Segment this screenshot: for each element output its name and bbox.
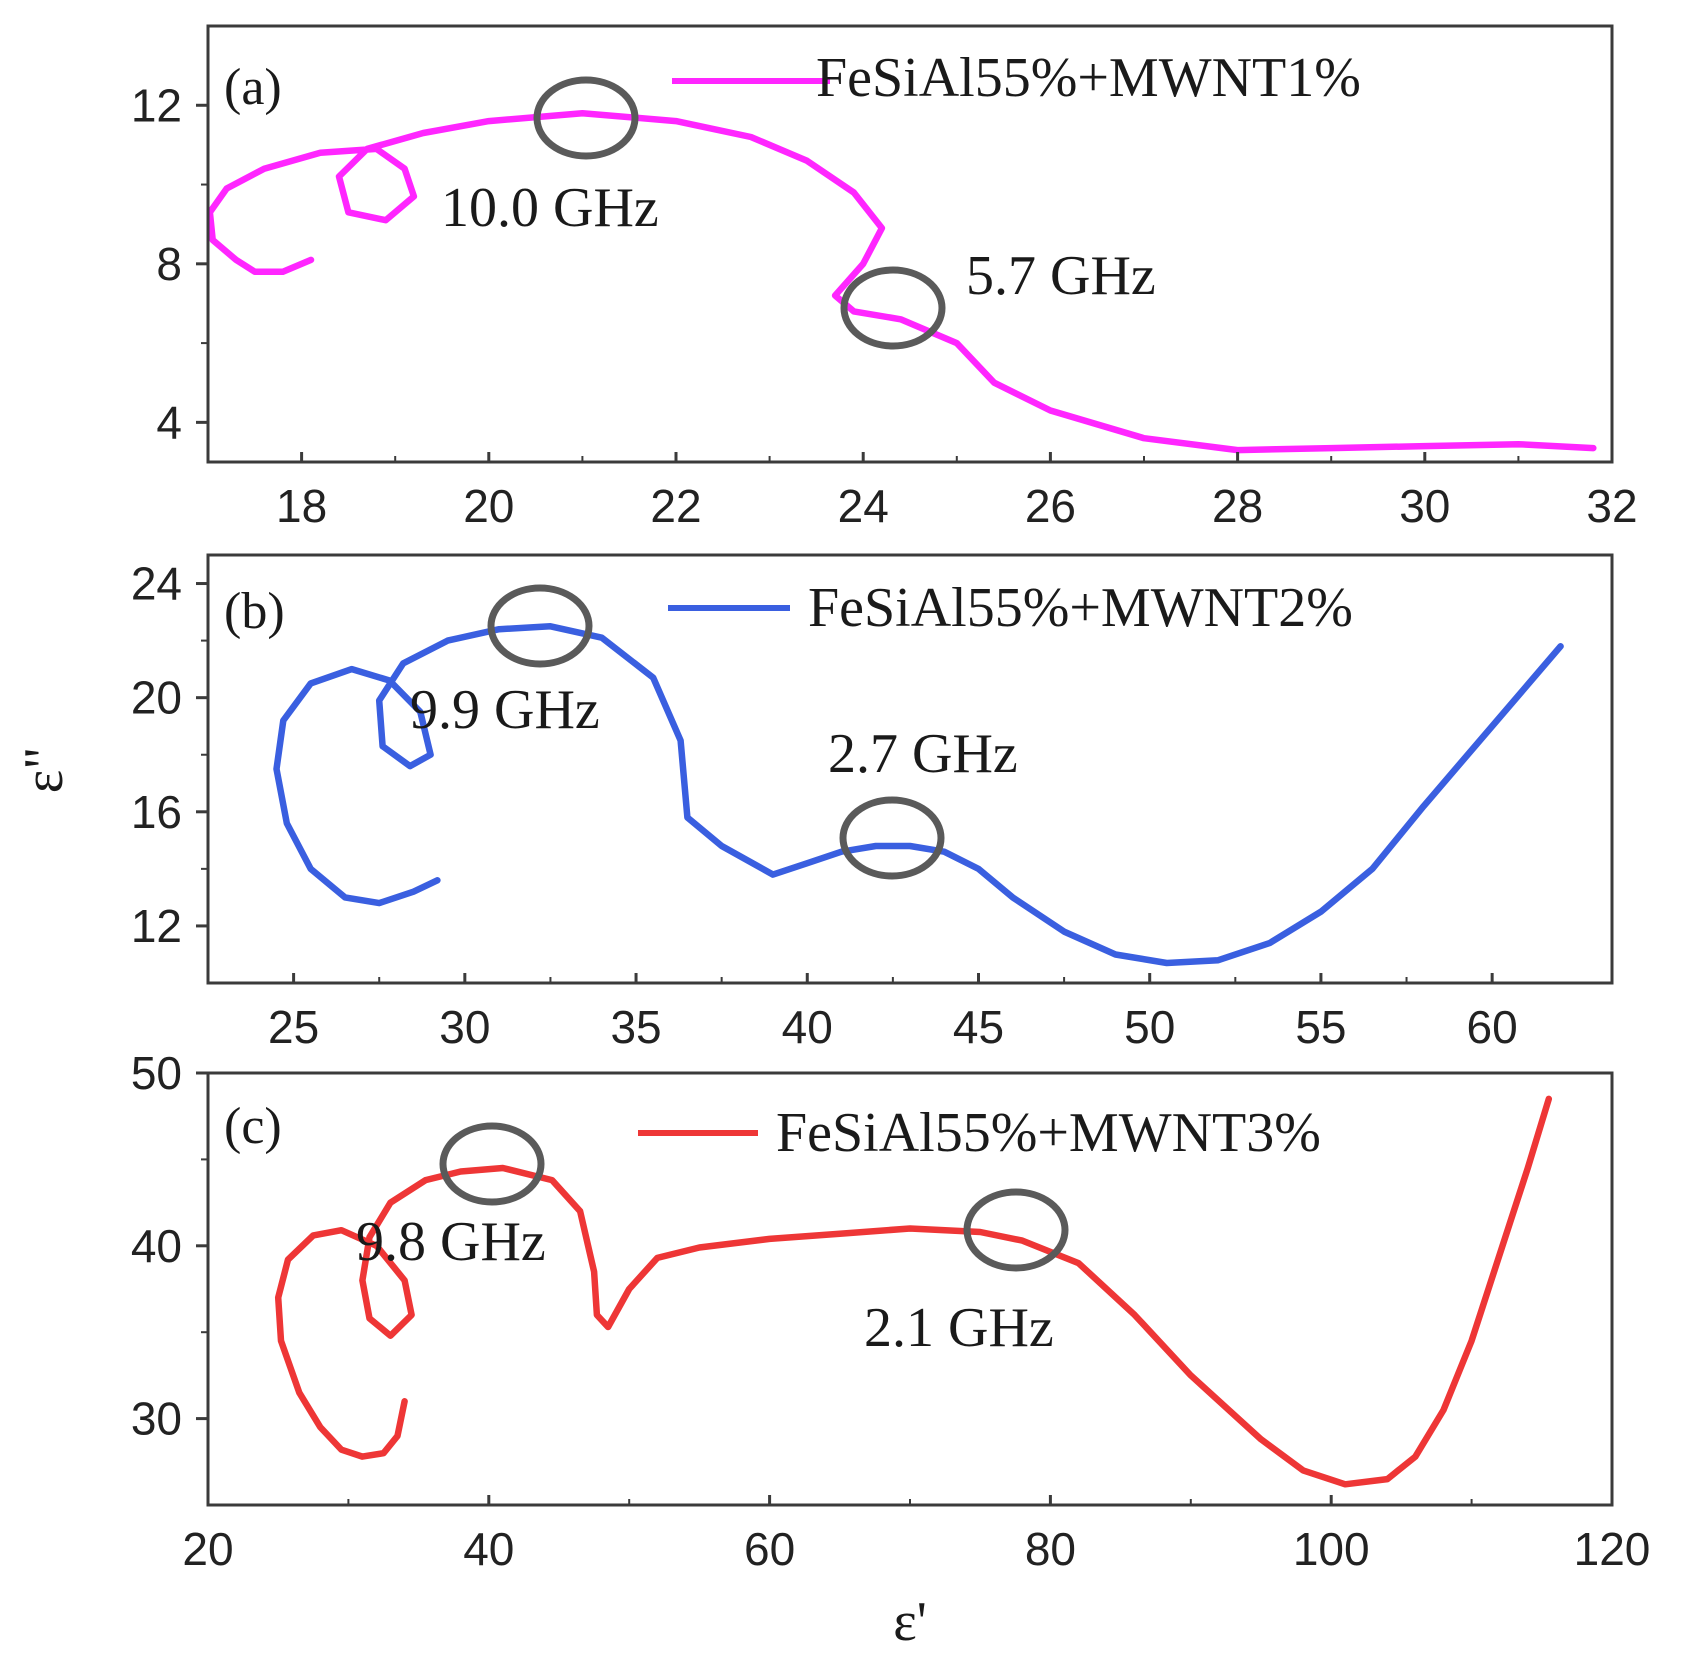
legend-label: FeSiAl55%+MWNT3% <box>776 1102 1321 1164</box>
x-tick-label: 22 <box>650 480 701 532</box>
y-tick-label: 40 <box>131 1220 182 1272</box>
x-tick-label: 40 <box>463 1523 514 1575</box>
y-tick-label: 16 <box>131 786 182 838</box>
x-tick-label: 120 <box>1574 1523 1651 1575</box>
y-tick-label: 12 <box>131 79 182 131</box>
frequency-label: 2.1 GHz <box>864 1297 1054 1359</box>
y-tick-label: 30 <box>131 1393 182 1445</box>
plot-frame <box>206 24 1614 464</box>
x-tick-label: 45 <box>953 1001 1004 1053</box>
chart-panel-b: 25 30 35 40 45 50 55 60 12 16 20 24 (b) FeSiAl55%+MWN… <box>13 553 1614 1053</box>
x-tick-label: 24 <box>838 480 889 532</box>
x-tick-label: 20 <box>463 480 514 532</box>
x-tick-label: 40 <box>782 1001 833 1053</box>
x-tick-label: 60 <box>744 1523 795 1575</box>
frequency-marker <box>533 76 639 160</box>
legend-label: FeSiAl55%+MWNT1% <box>816 47 1361 109</box>
y-axis-title: ε" <box>13 747 75 793</box>
y-tick-label: 8 <box>156 238 182 290</box>
y-tick-label: 12 <box>131 900 182 952</box>
panel-label: (a) <box>224 59 282 116</box>
x-tick-label: 100 <box>1293 1523 1370 1575</box>
x-tick-label: 25 <box>268 1001 319 1053</box>
frequency-marker <box>963 1188 1069 1272</box>
x-tick-label: 60 <box>1467 1001 1518 1053</box>
series-line <box>273 623 1564 967</box>
frequency-label: 10.0 GHz <box>441 177 659 239</box>
series-line <box>274 1095 1553 1488</box>
x-axis-title: ε' <box>893 1591 927 1653</box>
frequency-label: 9.8 GHz <box>356 1211 546 1273</box>
x-tick-label: 30 <box>1399 480 1450 532</box>
frequency-marker <box>487 584 593 668</box>
x-tick-label: 20 <box>182 1523 233 1575</box>
x-tick-label: 80 <box>1025 1523 1076 1575</box>
frequency-label: 2.7 GHz <box>828 723 1018 785</box>
frequency-marker <box>840 266 946 350</box>
x-tick-label: 35 <box>610 1001 661 1053</box>
x-tick-label: 28 <box>1212 480 1263 532</box>
series-line <box>206 109 1597 454</box>
x-tick-label: 50 <box>1124 1001 1175 1053</box>
panel-label: (c) <box>224 1098 282 1155</box>
x-tick-label: 18 <box>276 480 327 532</box>
panel-label: (b) <box>224 583 285 640</box>
chart-panel-a: 18 20 22 24 26 28 30 32 4 8 12 (a) FeSiAl55%+MWNT1% 1… <box>131 24 1638 532</box>
frequency-marker <box>439 1122 545 1206</box>
y-tick-label: 50 <box>131 1047 182 1099</box>
legend-label: FeSiAl55%+MWNT2% <box>808 577 1353 639</box>
y-tick-label: 4 <box>156 396 182 448</box>
y-tick-label: 20 <box>131 672 182 724</box>
x-tick-label: 55 <box>1295 1001 1346 1053</box>
x-tick-label: 30 <box>439 1001 490 1053</box>
frequency-label: 9.9 GHz <box>410 679 600 741</box>
chart-panel-c: 20 40 60 80 100 120 30 40 50 (c) FeSiAl55%+MWNT3% 9… <box>131 1047 1651 1653</box>
x-tick-label: 26 <box>1025 480 1076 532</box>
y-tick-label: 24 <box>131 558 182 610</box>
frequency-marker <box>839 796 945 880</box>
frequency-label: 5.7 GHz <box>966 245 1156 307</box>
plot-frame <box>206 553 1614 985</box>
x-tick-label: 32 <box>1586 480 1637 532</box>
